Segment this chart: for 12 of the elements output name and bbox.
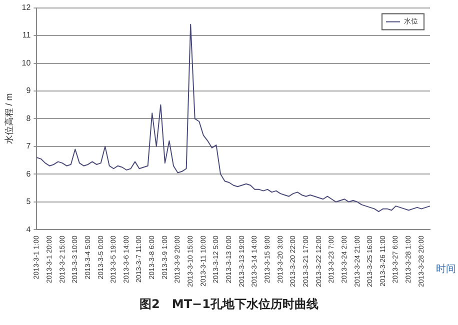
y-tick-label: 9 (26, 86, 32, 96)
y-tick-label: 6 (26, 169, 32, 178)
y-tick-label: 12 (22, 3, 32, 12)
y-tick-label: 7 (26, 142, 32, 151)
y-tick-label: 4 (26, 224, 32, 234)
y-tick-label: 5 (26, 197, 32, 206)
y-axis-title: 水位高程 / m (4, 93, 14, 144)
x-axis-title: 时间 (436, 262, 456, 276)
text: 图2 MT−1孔地下水位历时曲线 (138, 296, 320, 313)
y-tick-label: 10 (22, 58, 32, 68)
y-tick-label: 8 (26, 114, 32, 123)
y-tick-label: 11 (22, 30, 32, 40)
